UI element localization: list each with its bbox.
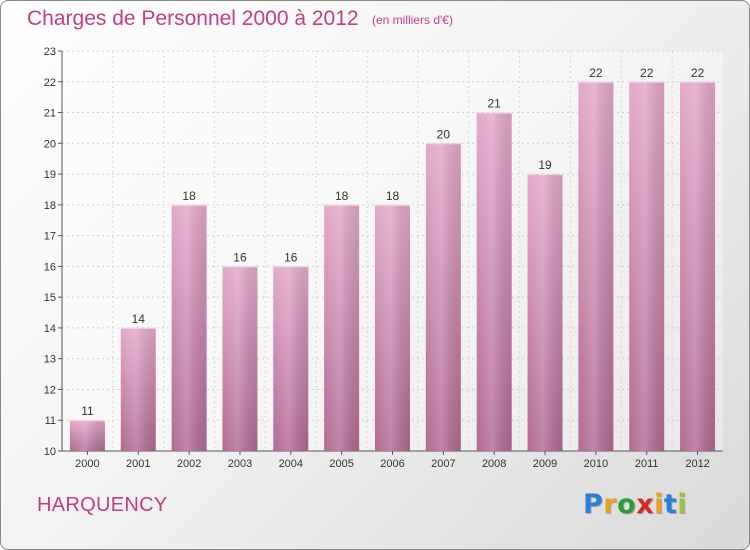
x-tick-label: 2003 xyxy=(228,458,252,470)
x-tick-label: 2004 xyxy=(279,458,303,470)
data-label: 20 xyxy=(437,127,451,141)
bar-shine xyxy=(273,266,309,451)
commune-name: HARQUENCY xyxy=(37,494,168,516)
bar-shine xyxy=(222,266,258,451)
data-label: 21 xyxy=(488,97,502,111)
y-tick-label: 13 xyxy=(44,354,56,366)
y-tick-label: 17 xyxy=(44,231,56,243)
x-tick-label: 2007 xyxy=(431,458,455,470)
y-tick-label: 14 xyxy=(44,323,56,335)
logo-letter: r xyxy=(603,489,618,520)
logo-letter: i xyxy=(677,489,688,520)
x-tick-label: 2009 xyxy=(533,458,557,470)
x-tick-label: 2005 xyxy=(329,458,353,470)
data-label: 16 xyxy=(284,250,298,264)
y-tick-label: 19 xyxy=(44,169,56,181)
data-label: 22 xyxy=(589,66,603,80)
data-label: 18 xyxy=(335,189,349,203)
data-label: 16 xyxy=(233,250,247,264)
chart-subtitle: (en milliers d'€) xyxy=(372,13,453,27)
y-tick-label: 15 xyxy=(44,292,56,304)
data-label: 19 xyxy=(538,158,552,172)
y-tick-label: 12 xyxy=(44,384,56,396)
bar-shine xyxy=(680,81,716,452)
bar-shine xyxy=(629,81,665,452)
bar-shine xyxy=(578,81,614,452)
logo-letter: t xyxy=(663,489,678,520)
data-label: 14 xyxy=(132,312,146,326)
y-tick-label: 21 xyxy=(44,108,56,120)
x-tick-label: 2010 xyxy=(584,458,608,470)
x-tick-label: 2006 xyxy=(380,458,404,470)
bar-shine xyxy=(120,327,156,451)
y-tick-label: 23 xyxy=(44,46,56,58)
logo-letter: i xyxy=(654,489,664,520)
y-tick-label: 20 xyxy=(44,138,56,150)
logo-letter: P xyxy=(583,489,604,520)
x-tick-label: 2002 xyxy=(177,458,201,470)
bar-shine xyxy=(171,204,207,451)
y-tick-label: 22 xyxy=(44,77,56,89)
chart-title: Charges de Personnel 2000 à 2012 xyxy=(27,7,359,30)
bar-shine xyxy=(375,204,410,451)
x-tick-label: 2008 xyxy=(482,458,506,470)
bar-shine xyxy=(476,112,512,452)
y-tick-label: 18 xyxy=(44,200,56,212)
data-label: 18 xyxy=(182,189,196,203)
logo-letter: x xyxy=(636,489,655,520)
data-label: 18 xyxy=(386,189,400,203)
x-tick-label: 2000 xyxy=(75,458,99,470)
x-tick-label: 2001 xyxy=(126,458,150,470)
y-tick-label: 16 xyxy=(44,261,56,273)
data-label: 11 xyxy=(81,404,94,418)
x-tick-label: 2012 xyxy=(685,458,709,470)
data-label: 22 xyxy=(640,66,654,80)
data-label: 22 xyxy=(691,66,705,80)
proxiti-logo: Proxiti xyxy=(583,489,687,520)
y-tick-label: 10 xyxy=(44,446,56,458)
y-tick-label: 11 xyxy=(45,415,56,427)
x-tick-label: 2011 xyxy=(635,458,659,470)
bar-shine xyxy=(425,143,461,452)
bar-shine xyxy=(69,420,105,451)
bar-shine xyxy=(527,174,563,452)
bar-shine xyxy=(324,204,360,451)
logo-letter: o xyxy=(617,489,637,520)
